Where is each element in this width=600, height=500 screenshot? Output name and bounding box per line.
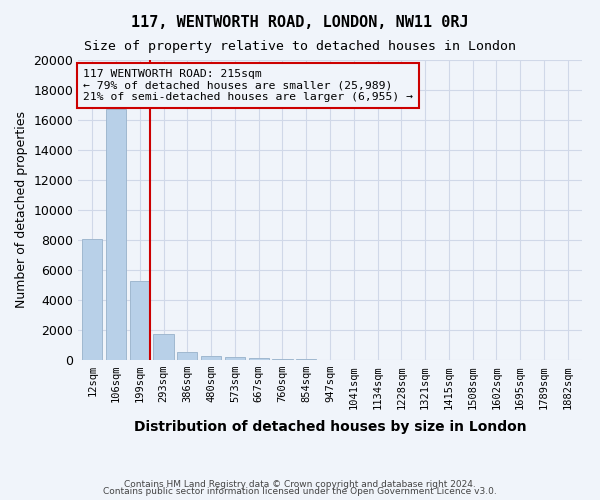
- Y-axis label: Number of detached properties: Number of detached properties: [15, 112, 28, 308]
- Text: 117 WENTWORTH ROAD: 215sqm
← 79% of detached houses are smaller (25,989)
21% of : 117 WENTWORTH ROAD: 215sqm ← 79% of deta…: [83, 69, 413, 102]
- Bar: [154, 334, 173, 360]
- Bar: [225, 358, 245, 360]
- Text: Size of property relative to detached houses in London: Size of property relative to detached ho…: [84, 40, 516, 53]
- Bar: [296, 359, 316, 360]
- Bar: [130, 280, 150, 360]
- Text: Contains public sector information licensed under the Open Government Licence v3: Contains public sector information licen…: [103, 487, 497, 496]
- Bar: [248, 358, 269, 360]
- Bar: [201, 356, 221, 360]
- Bar: [106, 110, 126, 360]
- Text: 117, WENTWORTH ROAD, LONDON, NW11 0RJ: 117, WENTWORTH ROAD, LONDON, NW11 0RJ: [131, 15, 469, 30]
- Bar: [272, 359, 293, 360]
- X-axis label: Distribution of detached houses by size in London: Distribution of detached houses by size …: [134, 420, 526, 434]
- Bar: [82, 238, 103, 360]
- Text: Contains HM Land Registry data © Crown copyright and database right 2024.: Contains HM Land Registry data © Crown c…: [124, 480, 476, 489]
- Bar: [177, 352, 197, 360]
